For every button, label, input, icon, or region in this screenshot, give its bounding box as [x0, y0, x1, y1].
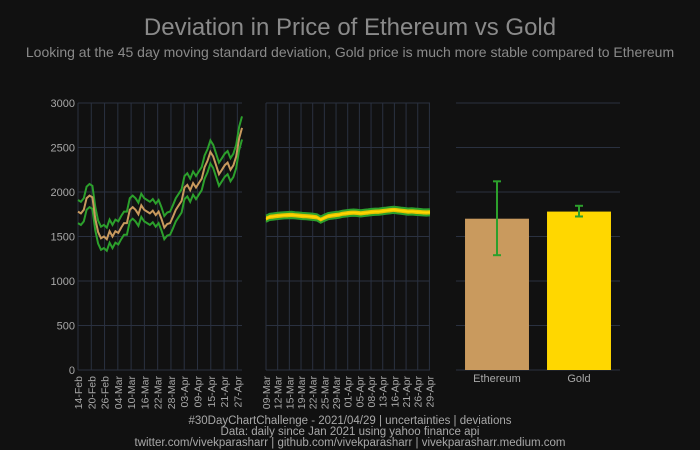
x-tick-label: 29-Mar	[331, 376, 343, 410]
x-tick-label: 08-Apr	[366, 375, 378, 407]
x-tick-label: 22-Mar	[308, 376, 320, 410]
bar-gold	[547, 211, 611, 370]
footer-line-1: #30DayChartChallenge - 2021/04/29 | unce…	[188, 415, 512, 427]
x-tick-label: 01-Apr	[343, 375, 355, 407]
upper-deviation-line	[265, 205, 431, 218]
x-tick-label: 20-Feb	[86, 376, 98, 409]
category-label: Ethereum	[473, 373, 521, 385]
upper-deviation-line	[77, 116, 243, 230]
axis-labels: 0 500 1000 1500 2000 2500 3000 14-Feb 20-Feb 26-F…	[51, 98, 591, 409]
x-tick-label: 16-Apr	[389, 375, 401, 407]
x-tick-label: 15-Apr	[206, 375, 218, 407]
x-tick-label: 09-Mar	[261, 376, 273, 410]
x-tick-label: 21-Apr	[219, 375, 231, 407]
price-line	[265, 209, 431, 221]
y-tick-label: 500	[57, 321, 75, 333]
lower-deviation-line	[265, 211, 431, 224]
y-tick-label: 2000	[51, 187, 75, 199]
x-tick-label: 19-Mar	[296, 376, 308, 410]
price-line	[77, 127, 243, 241]
x-tick-label: 26-Apr	[413, 375, 425, 407]
x-tick-label: 26-Feb	[100, 376, 112, 409]
x-tick-label: 25-Mar	[319, 376, 331, 410]
x-tick-label: 29-Apr	[424, 375, 436, 407]
y-tick-label: 1000	[51, 276, 75, 288]
x-tick-label: 27-Apr	[232, 375, 244, 407]
x-tick-label: 16-Mar	[139, 376, 151, 410]
lower-deviation-line	[77, 139, 243, 253]
x-tick-label: 09-Apr	[193, 375, 205, 407]
x-tick-label: 05-Apr	[354, 375, 366, 407]
x-tick-label: 22-Mar	[153, 376, 165, 410]
chart-subtitle: Looking at the 45 day moving standard de…	[25, 44, 675, 60]
x-tick-label: 12-Mar	[273, 376, 285, 410]
y-tick-label: 3000	[51, 98, 75, 110]
x-tick-label: 13-Apr	[378, 375, 390, 407]
category-label: Gold	[567, 373, 590, 385]
x-tick-label: 21-Apr	[401, 375, 413, 407]
x-tick-label: 28-Mar	[166, 376, 178, 410]
x-tick-label: 03-Apr	[179, 375, 191, 407]
x-tick-label: 14-Feb	[73, 376, 85, 409]
footer-line-3: twitter.com/vivekparasharr | github.com/…	[134, 437, 566, 449]
gridlines	[77, 102, 620, 371]
chart-title: Deviation in Price of Ethereum vs Gold	[143, 14, 557, 41]
x-tick-label: 04-Mar	[113, 376, 125, 410]
x-tick-label: 15-Mar	[284, 376, 296, 410]
x-tick-label: 10-Mar	[126, 376, 138, 410]
footer-line-2: Data: daily since Jan 2021 using yahoo f…	[220, 426, 480, 438]
y-tick-label: 1500	[51, 232, 75, 244]
y-tick-label: 2500	[51, 143, 75, 155]
chart-marks	[77, 116, 611, 370]
y-tick-label: 0	[69, 365, 75, 377]
